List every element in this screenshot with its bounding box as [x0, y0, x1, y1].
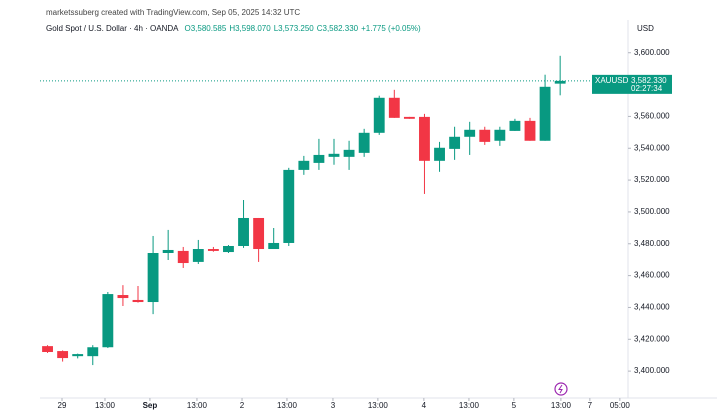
x-tick-label: 13:00: [551, 401, 572, 410]
price-tag-symbol: XAUUSD: [595, 76, 629, 85]
y-tick-label: 3,600.000: [634, 48, 670, 57]
candle-body: [102, 294, 114, 348]
x-tick-label: 3: [331, 401, 336, 410]
x-tick-label: 13:00: [368, 401, 389, 410]
candle-body: [177, 250, 189, 264]
candle-body: [72, 354, 84, 357]
candle-body: [509, 120, 521, 131]
x-tick-label: Sep: [143, 401, 158, 410]
candle-body: [539, 86, 551, 141]
price-tag: [592, 74, 672, 94]
x-tick-label: 29: [58, 401, 67, 410]
candle-body: [253, 217, 265, 250]
y-tick-label: 3,420.000: [634, 334, 670, 343]
x-tick-label: 2: [240, 401, 245, 410]
y-tick-label: 3,440.000: [634, 303, 670, 312]
candle-body: [373, 97, 385, 133]
candle-body: [87, 347, 99, 357]
x-tick-label: 13:00: [95, 401, 116, 410]
price-tag-price: 3,582.330: [631, 76, 667, 85]
candle-body: [192, 249, 204, 262]
tradingview-icon: [554, 382, 568, 396]
candle-body: [223, 245, 234, 253]
candle-body: [464, 129, 476, 137]
x-tick-label: 13:00: [187, 401, 208, 410]
candle-body: [298, 160, 310, 170]
candle-body: [57, 351, 69, 359]
candle-body: [283, 169, 295, 243]
candle-body: [207, 249, 219, 251]
candle-body: [132, 299, 144, 303]
x-tick-label: 13:00: [459, 401, 480, 410]
ohlc-value: L3,573.250: [274, 24, 315, 33]
candle-body: [313, 154, 325, 163]
candle-body: [358, 132, 370, 153]
x-tick-label: 05:00: [610, 401, 631, 410]
author-line: marketssuberg created with TradingView.c…: [46, 8, 300, 17]
y-tick-label: 3,540.000: [634, 143, 670, 152]
symbol-name: Gold Spot / U.S. Dollar · 4h · OANDA: [46, 24, 179, 33]
candle-body: [419, 116, 430, 161]
candle-body: [117, 295, 129, 299]
y-tick-label: 3,460.000: [634, 271, 670, 280]
candle-body: [42, 346, 53, 353]
y-tick-label: 3,400.000: [634, 366, 670, 375]
x-tick-label: 4: [422, 401, 427, 410]
candle-body: [479, 129, 491, 142]
candle-body: [449, 136, 461, 149]
y-tick-label: 3,560.000: [634, 112, 670, 121]
price-tag-countdown: 02:27:34: [631, 84, 663, 93]
symbol-legend: Gold Spot / U.S. Dollar · 4h · OANDA O3,5…: [46, 24, 421, 33]
y-tick-label: 3,520.000: [634, 175, 670, 184]
candle-body: [147, 253, 159, 303]
candle-body: [328, 153, 340, 157]
candle-body: [238, 217, 249, 246]
ohlc-value: H3,598.070: [229, 24, 271, 33]
candle-body: [494, 129, 506, 141]
ohlc-value: +1.775 (+0.05%): [361, 24, 421, 33]
x-tick-label: 13:00: [277, 401, 298, 410]
x-tick-label: 5: [512, 401, 517, 410]
candle-body: [343, 149, 355, 157]
candle-body: [388, 97, 400, 118]
candle-body: [268, 242, 280, 250]
y-tick-label: 3,480.000: [634, 239, 670, 248]
y-tick-label: 3,500.000: [634, 207, 670, 216]
ohlc-value: C3,582.330: [317, 24, 359, 33]
ohlc-value: O3,580.585: [185, 24, 227, 33]
candle-body: [434, 147, 445, 161]
candle-body: [162, 249, 174, 253]
x-tick-label: 7: [588, 401, 593, 410]
candle-body: [524, 120, 536, 141]
candle-body: [403, 116, 415, 119]
candle-body: [554, 80, 566, 84]
currency: USD: [637, 24, 654, 33]
